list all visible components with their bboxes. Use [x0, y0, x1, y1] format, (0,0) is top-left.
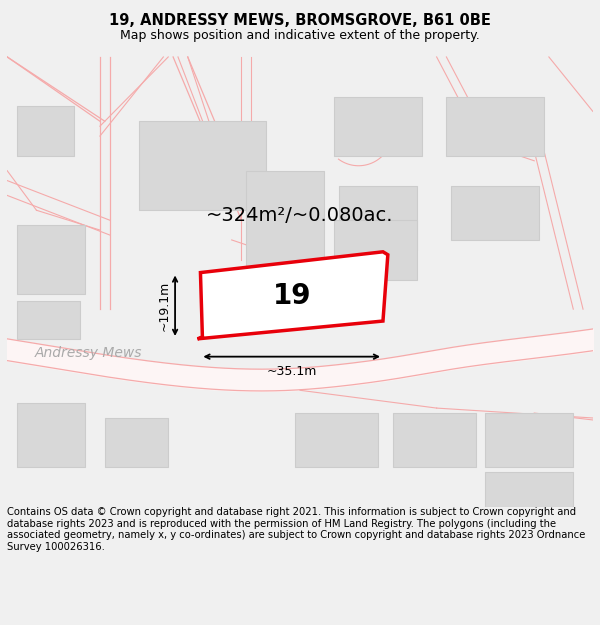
Text: 19: 19 — [273, 282, 311, 311]
Text: ~324m²/~0.080ac.: ~324m²/~0.080ac. — [206, 206, 394, 225]
Text: 19, ANDRESSY MEWS, BROMSGROVE, B61 0BE: 19, ANDRESSY MEWS, BROMSGROVE, B61 0BE — [109, 13, 491, 28]
Text: ~19.1m: ~19.1m — [157, 281, 170, 331]
Bar — [446, 96, 544, 156]
Bar — [393, 413, 476, 468]
Bar — [334, 96, 422, 156]
Bar — [247, 171, 325, 269]
Text: ~35.1m: ~35.1m — [266, 364, 317, 378]
Bar — [339, 186, 417, 250]
Polygon shape — [197, 252, 388, 339]
Bar — [485, 413, 573, 468]
Bar — [17, 403, 85, 468]
Bar — [105, 418, 168, 468]
Text: Andressy Mews: Andressy Mews — [35, 346, 142, 359]
Bar — [451, 186, 539, 240]
Text: Contains OS data © Crown copyright and database right 2021. This information is : Contains OS data © Crown copyright and d… — [7, 507, 586, 552]
Bar — [17, 301, 80, 339]
Text: Map shows position and indicative extent of the property.: Map shows position and indicative extent… — [120, 29, 480, 42]
Bar — [17, 106, 74, 156]
Bar — [334, 220, 417, 279]
Bar — [485, 472, 573, 507]
Bar — [295, 413, 378, 468]
Bar — [139, 121, 266, 210]
Bar — [17, 225, 85, 294]
